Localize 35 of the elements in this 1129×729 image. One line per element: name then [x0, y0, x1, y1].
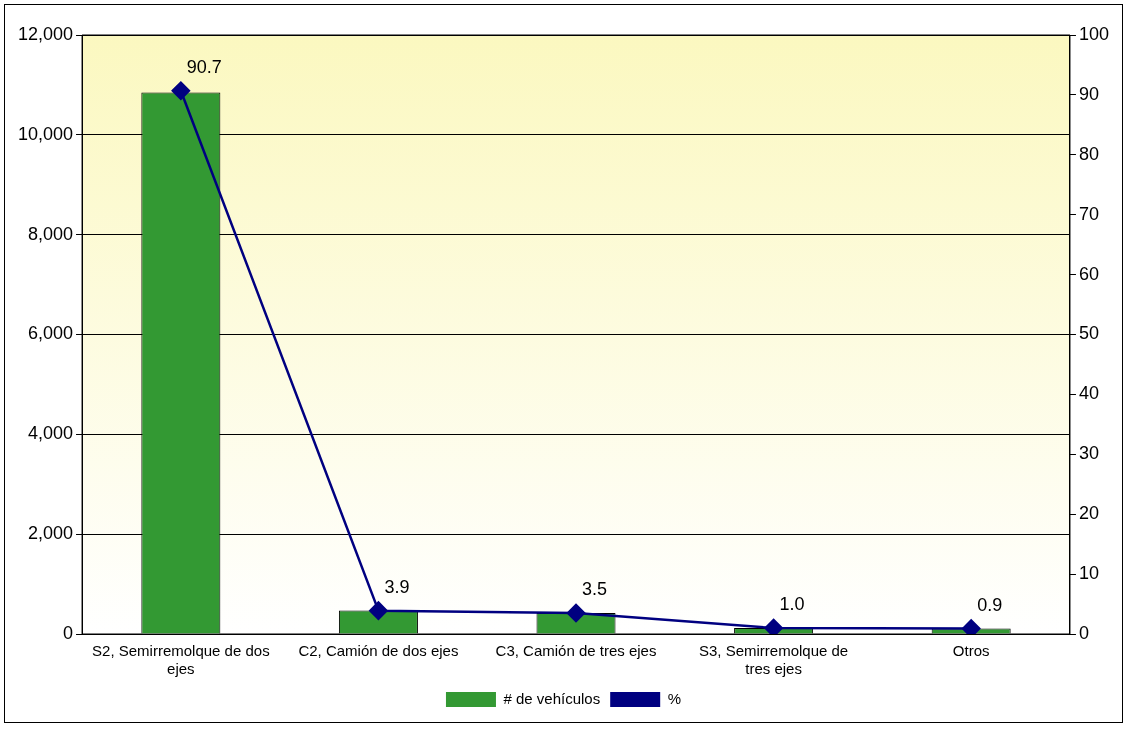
y2-tick-label: 30	[1078, 443, 1099, 464]
y-tick-label: 12,000	[17, 23, 74, 44]
y2-tick-label: 10	[1078, 563, 1099, 584]
y-tick-label: 0	[63, 622, 74, 643]
data-label: 3.5	[582, 579, 608, 599]
x-tick-label: C3, Camión de tres ejes	[495, 642, 657, 660]
x-tick-label: C2, Camión de dos ejes	[298, 642, 459, 660]
y2-tick-label: 50	[1078, 323, 1099, 344]
data-label: 1.0	[779, 593, 805, 614]
point	[171, 81, 191, 100]
y2-tick-label: 70	[1078, 203, 1099, 224]
point	[566, 603, 586, 623]
point	[764, 618, 783, 634]
point	[369, 601, 388, 620]
legend-label: # de vehículos	[503, 689, 601, 707]
data-label: 0.9	[977, 594, 1003, 615]
data-label: 3.9	[384, 576, 410, 597]
x-tick-label: S2, Semirremolque de dos ejes	[92, 642, 270, 678]
y2-tick-label: 60	[1078, 263, 1099, 284]
point	[961, 619, 981, 634]
data-label: 90.7	[186, 56, 222, 77]
y2-tick-label: 0	[1078, 622, 1089, 643]
y-tick-label: 2,000	[28, 523, 74, 544]
x-tick-label: S3, Semirremolque de tres ejes	[698, 642, 849, 678]
y2-tick-label: 80	[1078, 143, 1099, 164]
x-tick-label: Otros	[952, 642, 990, 660]
y-tick-label: 6,000	[28, 323, 74, 344]
y2-tick-label: 90	[1078, 83, 1099, 104]
y2-tick-label: 20	[1078, 503, 1099, 524]
y-tick-label: 8,000	[28, 223, 74, 244]
legend-label: %	[667, 689, 682, 707]
y2-tick-label: 40	[1078, 383, 1099, 404]
y-tick-label: 10,000	[17, 123, 74, 144]
y-tick-label: 4,000	[28, 423, 74, 444]
y2-tick-label: 100	[1078, 23, 1110, 44]
